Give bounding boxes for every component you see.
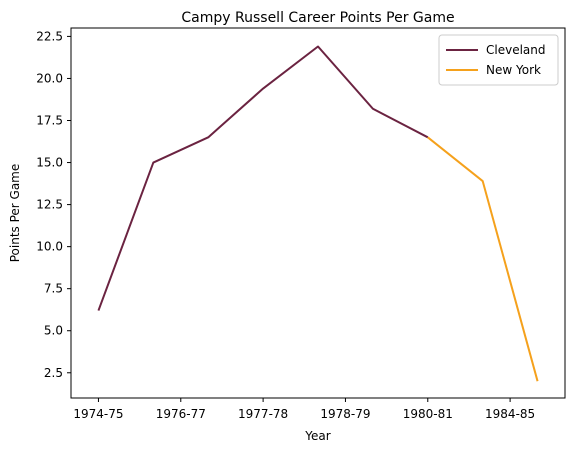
x-tick-label: 1984-85 [485, 407, 535, 421]
y-tick-label: 2.5 [44, 366, 63, 380]
y-tick-label: 22.5 [36, 29, 63, 43]
x-tick-label: 1980-81 [403, 407, 453, 421]
legend: Cleveland New York [438, 34, 559, 86]
x-tick-label: 1977-78 [238, 407, 288, 421]
y-axis: 2.5 5.0 7.5 10.0 12.5 15.0 17.5 20.0 22.5 [36, 29, 71, 380]
x-tick-label: 1974-75 [73, 407, 123, 421]
x-axis-label: Year [304, 429, 330, 443]
y-tick-label: 5.0 [44, 324, 63, 338]
legend-box [438, 34, 559, 86]
plot-frame [70, 27, 566, 399]
y-tick-label: 15.0 [36, 156, 63, 170]
new-york-series-line [427, 136, 539, 382]
cleveland-series-line [97, 45, 429, 311]
x-axis: 1974-75 1976-77 1977-78 1978-79 1980-81 1984-… [73, 398, 535, 421]
y-tick-label: 7.5 [44, 282, 63, 296]
y-tick-label: 17.5 [36, 114, 63, 128]
y-tick-label: 10.0 [36, 240, 63, 254]
y-axis-label: Points Per Game [8, 164, 22, 263]
legend-label: Cleveland [486, 43, 546, 57]
chart-title: Campy Russell Career Points Per Game [181, 10, 454, 26]
legend-label: New York [486, 63, 541, 77]
x-tick-label: 1978-79 [320, 407, 370, 421]
series-layer [97, 45, 539, 382]
y-tick-label: 12.5 [36, 198, 63, 212]
y-tick-label: 20.0 [36, 71, 63, 85]
x-tick-label: 1976-77 [156, 407, 206, 421]
